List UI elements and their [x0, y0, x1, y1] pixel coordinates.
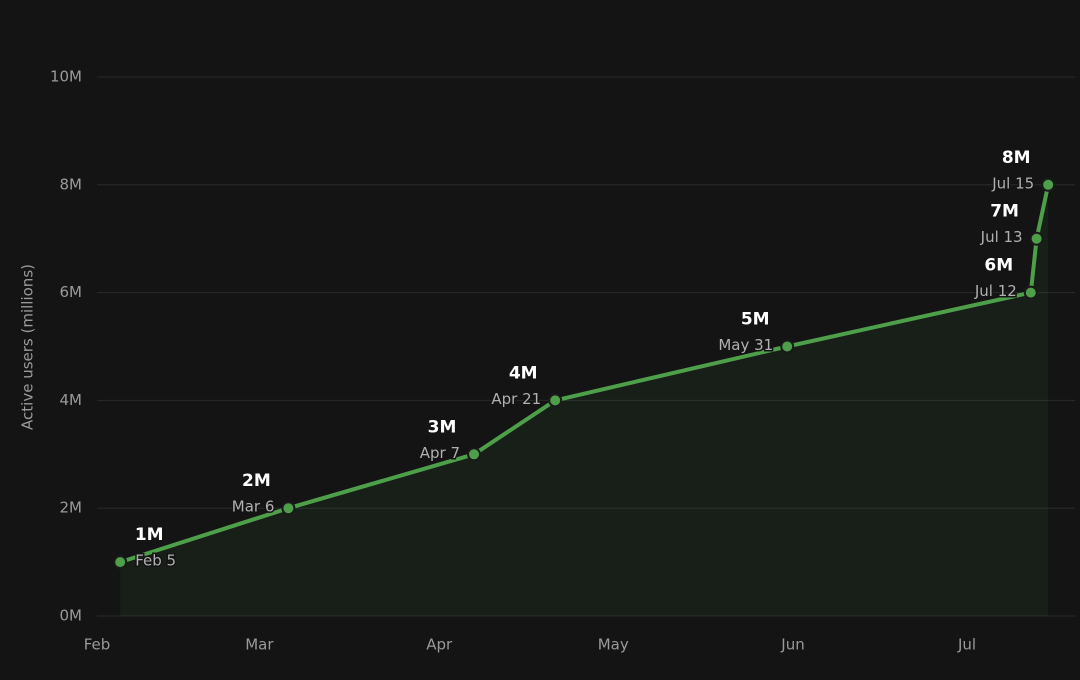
date-label: Feb 5: [135, 552, 176, 570]
point: [548, 393, 563, 408]
point: [113, 555, 128, 570]
value-label: 6M: [984, 256, 1013, 276]
value-label: 4M: [509, 363, 538, 383]
y-tick-label: 10M: [50, 68, 82, 86]
point: [780, 339, 795, 354]
y-tick-label: 4M: [60, 391, 83, 409]
x-tick-label: May: [598, 636, 629, 654]
y-tick-label: 6M: [60, 283, 83, 301]
point: [1029, 231, 1044, 246]
point: [467, 447, 481, 462]
y-tick-label: 2M: [60, 499, 83, 517]
point: [281, 501, 296, 516]
x-tick-label: Jul: [957, 636, 976, 654]
x-tick-label: Mar: [245, 636, 274, 654]
value-label: 1M: [135, 525, 164, 545]
point: [1041, 177, 1056, 192]
line: [119, 184, 1051, 565]
x-tick-label: Apr: [426, 636, 453, 654]
date-label: Apr 7: [420, 444, 460, 462]
y-tick-label: 0M: [60, 607, 83, 625]
x-tick-label: Feb: [84, 636, 111, 654]
date-label: Apr 21: [491, 390, 541, 408]
value-label: 2M: [242, 471, 271, 491]
value-label: 3M: [428, 417, 457, 437]
point: [1023, 285, 1038, 300]
date-label: Jul 15: [991, 174, 1034, 192]
x-tick-label: Jun: [780, 636, 804, 654]
date-label: May 31: [718, 336, 773, 354]
value-label: 8M: [1002, 148, 1031, 168]
value-label: 5M: [741, 310, 770, 330]
y-axis-title: Active users (millions): [19, 264, 37, 430]
date-label: Mar 6: [232, 498, 275, 516]
y-tick-label: 8M: [60, 175, 83, 193]
area: [120, 184, 1049, 617]
value-label: 7M: [990, 202, 1019, 222]
date-label: Jul 13: [980, 228, 1023, 246]
date-label: Jul 12: [974, 282, 1017, 300]
